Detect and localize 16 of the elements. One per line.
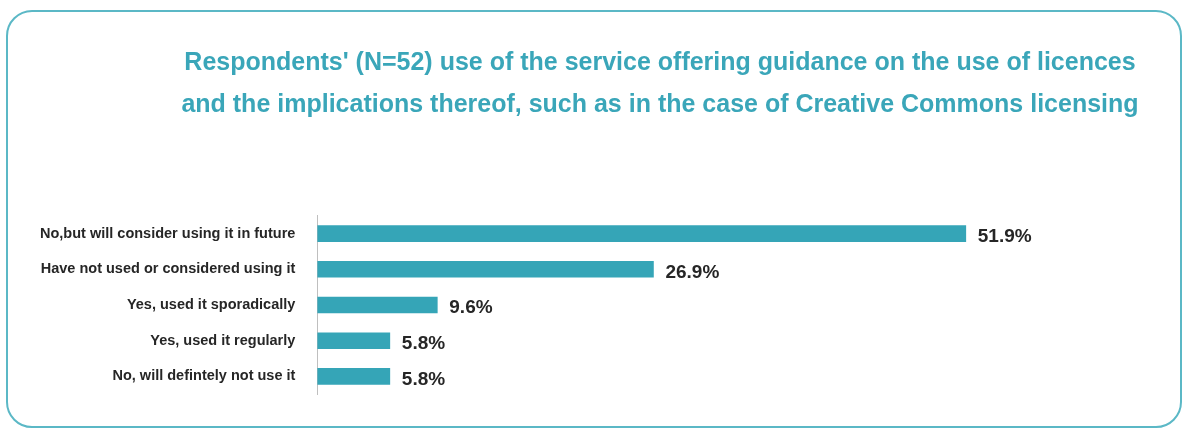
data-label: 5.8%	[401, 331, 446, 353]
bar	[317, 332, 391, 350]
y-tick-label: No, will defintely not use it	[112, 367, 296, 384]
y-tick-label: No,but will consider using it in future	[40, 224, 296, 241]
y-tick-label: Have not used or considered using it	[40, 260, 296, 277]
chart-title: Respondents' (N=52) use of the service offering guidance on the use of licences and the implications thereof, such as in the case of Creative Commons licensing	[180, 46, 1140, 119]
y-tick-label: Yes, used it sporadically	[126, 296, 296, 312]
bar	[317, 225, 967, 242]
data-label: 5.8%	[401, 367, 446, 389]
data-label: 26.9%	[665, 260, 720, 282]
bar	[317, 260, 654, 278]
y-tick-label: Yes, used it regularly	[150, 331, 296, 348]
bar	[317, 368, 391, 385]
data-label: 9.6%	[449, 296, 493, 318]
data-label: 51.9%	[977, 224, 1032, 246]
bar	[317, 296, 438, 314]
